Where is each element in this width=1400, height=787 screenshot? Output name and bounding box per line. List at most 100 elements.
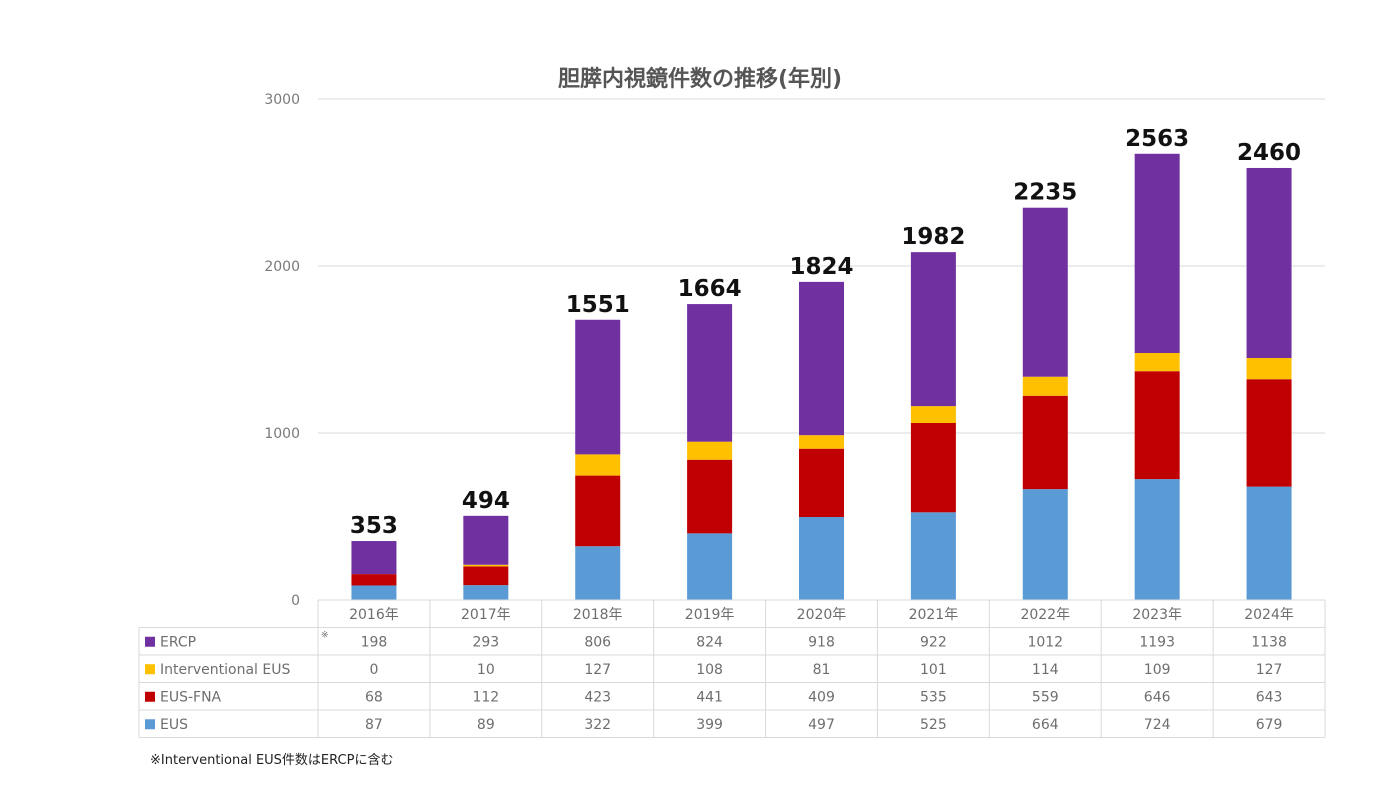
table-cell: 112 xyxy=(472,689,499,705)
bar-eus xyxy=(1022,489,1068,600)
legend-swatch xyxy=(145,719,155,730)
bar-ercp xyxy=(1246,167,1292,359)
table-cell: 0 xyxy=(369,662,378,678)
bar-eus-fna xyxy=(1246,379,1292,487)
total-label: 2460 xyxy=(1237,140,1301,166)
bar-eus xyxy=(910,512,956,600)
total-label: 494 xyxy=(462,488,510,514)
bar-eus xyxy=(1134,479,1180,600)
category-label: 2020年 xyxy=(797,607,847,623)
table-cell: 293 xyxy=(472,634,499,650)
table-cell: 127 xyxy=(584,662,611,678)
category-label: 2016年 xyxy=(349,607,399,623)
table-cell: 824 xyxy=(696,634,723,650)
bar-interventional-eus xyxy=(463,564,509,567)
bar-ercp xyxy=(687,304,733,442)
table-cell: 724 xyxy=(1144,717,1171,733)
category-label: 2018年 xyxy=(573,607,623,623)
table-cell: 646 xyxy=(1144,689,1171,705)
bar-ercp xyxy=(463,515,509,565)
total-label: 2563 xyxy=(1125,126,1189,152)
table-cell: 535 xyxy=(920,689,947,705)
bar-interventional-eus xyxy=(910,406,956,423)
bar-eus xyxy=(687,533,733,600)
data-table: 2016年 2017年 2018年 2019年 2020年 2021年 2022年 2023年… xyxy=(138,599,1326,738)
bar-ercp xyxy=(1134,153,1180,354)
bar-eus xyxy=(1246,486,1292,600)
ercp-note-mark: ※ xyxy=(321,631,329,641)
legend-swatch xyxy=(145,691,155,702)
bars xyxy=(351,153,1292,600)
table-cell: 922 xyxy=(920,634,947,650)
y-tick-label: 1000 xyxy=(264,426,300,442)
y-tick-label: 0 xyxy=(291,593,300,609)
bar-eus-fna xyxy=(687,459,733,534)
table-cell: 399 xyxy=(696,717,723,733)
bar-ercp xyxy=(799,281,844,436)
y-tick-label: 3000 xyxy=(264,92,300,108)
bar-eus-fna xyxy=(799,448,844,518)
table-cell: 109 xyxy=(1144,662,1171,678)
bar-ercp xyxy=(351,541,397,575)
table-cell: 679 xyxy=(1256,717,1283,733)
legend-swatch xyxy=(145,636,155,647)
category-label: 2017年 xyxy=(461,607,511,623)
y-axis: 0 1000 2000 3000 xyxy=(264,92,300,609)
table-cell: 1138 xyxy=(1251,634,1287,650)
bar-interventional-eus xyxy=(575,454,621,476)
legend-label: Interventional EUS xyxy=(160,662,290,678)
table-cell: 1193 xyxy=(1139,634,1175,650)
table-cell: 497 xyxy=(808,717,835,733)
bar-eus xyxy=(799,517,844,600)
bar-eus xyxy=(351,585,397,600)
table-cell: 322 xyxy=(584,717,611,733)
table-cell: 127 xyxy=(1256,662,1283,678)
category-label: 2019年 xyxy=(685,607,735,623)
bar-eus-fna xyxy=(463,566,509,586)
total-labels: 353 494 1551 1664 1824 1982 2235 2563 2460 xyxy=(350,126,1301,539)
table-cell: 101 xyxy=(920,662,947,678)
bar-eus xyxy=(463,585,509,600)
legend-label: EUS-FNA xyxy=(160,689,222,705)
total-label: 1982 xyxy=(901,224,965,250)
table-cell: 664 xyxy=(1032,717,1059,733)
total-label: 1824 xyxy=(789,254,853,280)
bar-ercp xyxy=(1022,207,1068,377)
table-cell: 806 xyxy=(584,634,611,650)
table-cell: 559 xyxy=(1032,689,1059,705)
table-cell: 423 xyxy=(584,689,611,705)
category-label: 2023年 xyxy=(1132,607,1182,623)
bar-eus-fna xyxy=(910,422,956,513)
table-cell: 81 xyxy=(813,662,831,678)
bar-interventional-eus xyxy=(1022,376,1068,396)
total-label: 1551 xyxy=(566,292,630,318)
table-cell: 198 xyxy=(361,634,388,650)
chart-title: 胆膵内視鏡件数の推移(年別) xyxy=(558,66,842,92)
legend-swatch xyxy=(145,664,155,675)
table-cell: 1012 xyxy=(1027,634,1063,650)
table-cell: 643 xyxy=(1256,689,1283,705)
table-cell: 409 xyxy=(808,689,835,705)
bar-eus-fna xyxy=(351,574,397,586)
total-label: 2235 xyxy=(1013,180,1077,206)
category-label: 2022年 xyxy=(1020,607,1070,623)
bar-ercp xyxy=(575,319,621,455)
table-cell: 87 xyxy=(365,717,383,733)
category-label: 2021年 xyxy=(909,607,959,623)
table-cell: 918 xyxy=(808,634,835,650)
legend-label: ERCP xyxy=(160,634,196,650)
table-cell: 114 xyxy=(1032,662,1059,678)
y-tick-label: 2000 xyxy=(264,259,300,275)
bar-eus-fna xyxy=(575,475,621,547)
table-cell: 89 xyxy=(477,717,495,733)
total-label: 1664 xyxy=(678,276,742,302)
bar-interventional-eus xyxy=(799,435,844,449)
bar-interventional-eus xyxy=(1246,358,1292,380)
bar-ercp xyxy=(910,252,956,407)
table-cell: 68 xyxy=(365,689,383,705)
total-label: 353 xyxy=(350,513,398,539)
legend-label: EUS xyxy=(160,717,188,733)
table-cell: 525 xyxy=(920,717,947,733)
table-cell: 108 xyxy=(696,662,723,678)
